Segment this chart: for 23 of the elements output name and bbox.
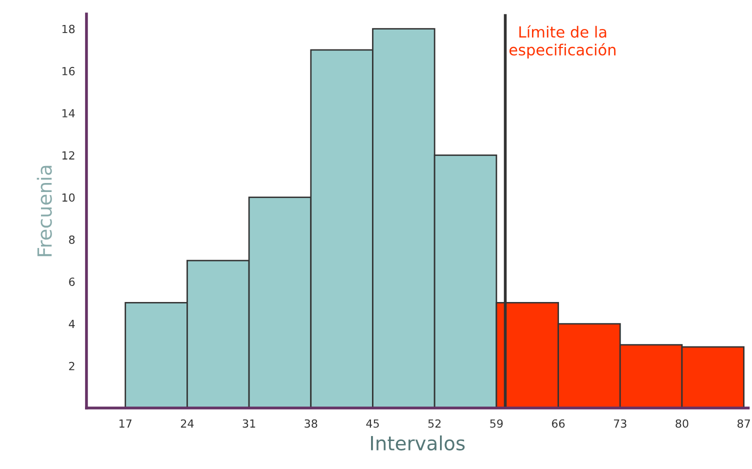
x-tick-label: 59: [490, 419, 503, 428]
x-tick-label: 31: [242, 419, 256, 428]
y-tick-label: 6: [69, 278, 75, 286]
y-tick-label: 18: [62, 24, 75, 34]
y-tick-label: 16: [62, 66, 75, 76]
y-tick-label: 14: [62, 109, 75, 118]
x-tick-label: 24: [180, 419, 194, 428]
y-tick-label: 8: [69, 235, 75, 244]
y-tick-label: 2: [69, 362, 74, 370]
x-tick-label: 80: [676, 419, 688, 428]
x-tick-label: 17: [120, 419, 132, 428]
x-tick-label: 52: [428, 419, 441, 428]
ref-line-label: Límite de la especificación: [509, 25, 616, 59]
y-tick-label: 4: [68, 320, 75, 328]
x-tick-label: 73: [614, 419, 626, 428]
x-tick-label: 45: [366, 419, 379, 428]
x-tick-label: 38: [304, 419, 318, 428]
y-tick-label: 12: [62, 151, 74, 160]
x-axis-title: Intervalos: [371, 435, 465, 450]
x-tick-label: 87: [738, 419, 750, 428]
x-tick-label: 66: [552, 419, 565, 428]
y-tick-label: 10: [62, 193, 75, 202]
y-axis-title: Frecuenia: [36, 166, 52, 256]
